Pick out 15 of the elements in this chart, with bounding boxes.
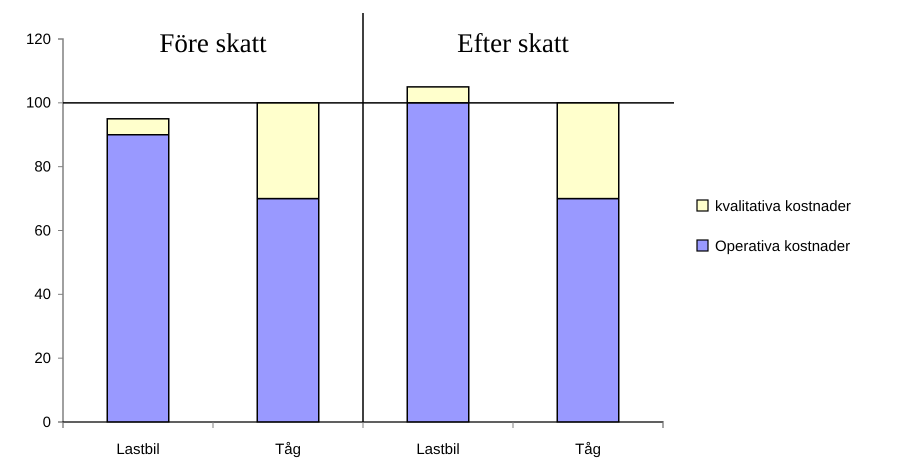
- y-tick-label: 0: [42, 414, 51, 431]
- x-tick-label: Lastbil: [116, 441, 160, 458]
- legend-label: Operativa kostnader: [715, 238, 850, 255]
- x-tick-label: Tåg: [575, 441, 601, 458]
- annotation: Före skatt: [159, 28, 268, 58]
- y-tick-label: 60: [34, 222, 51, 240]
- y-tick-label: 100: [26, 94, 51, 112]
- x-tick-label: Tåg: [275, 441, 301, 458]
- y-tick-label: 40: [34, 286, 51, 304]
- y-tick-label: 80: [34, 158, 51, 176]
- x-tick-label: Lastbil: [416, 441, 460, 458]
- y-tick-label: 120: [26, 30, 51, 48]
- annotation: Efter skatt: [457, 28, 570, 58]
- legend-label: kvalitativa kostnader: [715, 198, 851, 215]
- y-tick-label: 20: [34, 350, 51, 367]
